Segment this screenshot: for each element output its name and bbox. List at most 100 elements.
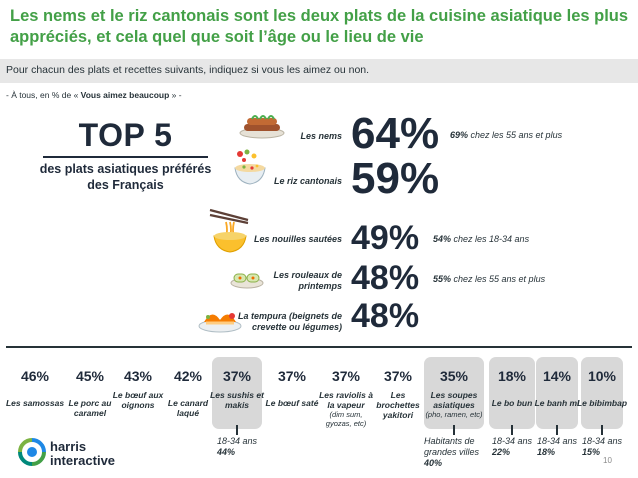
ranked-note-value: 54%	[433, 234, 452, 244]
ranked-label: Les nouilles sautées	[253, 234, 342, 244]
other-note: Habitants de grandes villes 40%	[424, 436, 490, 469]
other-note-line: 18-34 ans	[537, 436, 578, 446]
other-value: 45%	[75, 368, 105, 384]
ranked-note: 55% chez les 55 ans et plus	[433, 274, 545, 284]
other-note: 18-34 ans 15%	[582, 436, 634, 458]
other-note-line: Habitants de grandes villes	[424, 436, 480, 457]
note-tick	[511, 425, 513, 435]
logo-line1: harris	[50, 439, 87, 454]
other-label: Le bœuf saté	[262, 398, 322, 408]
filter-emphasis: Vous aimez beaucoup	[80, 90, 170, 100]
question-band: Pour chacun des plats et recettes suivan…	[0, 59, 638, 83]
other-label: Les soupes asiatiques (pho, ramen, etc)	[424, 390, 484, 419]
ranked-label: La tempura (beignets de crevette ou légu…	[237, 311, 342, 332]
headline: Les nems et le riz cantonais sont les de…	[10, 7, 629, 46]
other-note-value: 22%	[492, 447, 511, 457]
other-label: Le bœuf aux oignons	[108, 390, 168, 410]
spring-rolls-icon	[230, 273, 264, 289]
ranked-note: 69% chez les 55 ans et plus	[450, 130, 562, 140]
other-label-sub: (pho, ramen, etc)	[425, 410, 483, 419]
other-label-text: Le bœuf aux oignons	[112, 390, 164, 410]
top5-subtitle: des plats asiatiques préférés des França…	[39, 162, 212, 192]
other-note: 18-34 ans 18%	[537, 436, 589, 458]
filter-prefix: - À tous, en % de «	[6, 90, 81, 100]
logo-wordmark: harris interactive	[50, 440, 115, 468]
other-value: 37%	[222, 368, 252, 384]
rice-bowl-icon	[234, 149, 266, 185]
other-value: 43%	[123, 368, 153, 384]
other-value: 35%	[439, 368, 469, 384]
ranked-note-value: 55%	[433, 274, 452, 284]
ranked-label: Le riz cantonais	[273, 176, 342, 186]
ranked-label: Les nems	[300, 131, 342, 141]
other-value: 37%	[277, 368, 307, 384]
other-value: 37%	[331, 368, 361, 384]
harris-interactive-logo: harris interactive	[18, 438, 138, 470]
note-tick	[453, 425, 455, 435]
top5-block: TOP 5 des plats asiatiques préférés des …	[38, 117, 213, 193]
highlight-box	[212, 357, 262, 429]
other-note: 18-34 ans 22%	[492, 436, 544, 458]
other-label-text: Le porc au caramel	[68, 398, 112, 418]
other-value: 46%	[20, 368, 50, 384]
other-note-value: 44%	[217, 447, 236, 457]
ranked-note-text: chez les 55 ans et plus	[451, 274, 546, 284]
base-filter: - À tous, en % de « Vous aimez beaucoup …	[6, 90, 182, 100]
page-number: 10	[603, 456, 612, 465]
other-label-text: Les raviolis à la vapeur	[319, 390, 373, 410]
other-label: Le bibimbap	[572, 398, 632, 408]
other-value: 14%	[542, 368, 572, 384]
highlight-box	[424, 357, 484, 429]
other-label-text: Les samossas	[5, 398, 65, 408]
top5-rule	[43, 156, 208, 158]
ranked-note-text: chez les 55 ans et plus	[468, 130, 563, 140]
other-note-value: 15%	[582, 447, 601, 457]
ranked-label: Les rouleaux de printemps	[273, 270, 342, 291]
ranked-note: 54% chez les 18-34 ans	[433, 234, 529, 244]
note-tick	[556, 425, 558, 435]
other-note-line: 18-34 ans	[582, 436, 623, 446]
other-label: Les raviolis à la vapeur (dim sum, gyozas…	[316, 390, 376, 428]
other-value: 10%	[587, 368, 617, 384]
other-value: 37%	[383, 368, 413, 384]
other-label-text: Les brochettes yakitori	[376, 390, 420, 420]
other-label-text: Les soupes asiatiques	[430, 390, 478, 410]
ranked-value: 59%	[351, 153, 440, 203]
logo-line2: interactive	[50, 453, 116, 468]
other-label-text: Le bœuf saté	[265, 398, 319, 408]
spring-rolls-plate-icon	[239, 115, 285, 139]
other-label: Le banh mi	[527, 398, 587, 408]
other-label: Les sushis et makis	[207, 390, 267, 410]
other-note-value: 18%	[537, 447, 556, 457]
logo-mark-icon	[18, 438, 46, 466]
ranked-value: 49%	[351, 218, 420, 257]
other-label-text: Le bo bun	[491, 398, 533, 408]
other-note-line: 18-34 ans	[217, 436, 258, 446]
other-value: 18%	[497, 368, 527, 384]
other-label: Les samossas	[5, 398, 65, 408]
other-label: Les brochettes yakitori	[368, 390, 428, 420]
other-label-text: Les sushis et makis	[210, 390, 264, 410]
other-label-text: Le banh mi	[534, 398, 580, 408]
tempura-icon	[198, 313, 242, 333]
filter-suffix: » -	[169, 90, 182, 100]
other-label-text: Le bibimbap	[576, 398, 628, 408]
ranked-note-value: 69%	[450, 130, 469, 140]
other-label-text: Le canard laqué	[167, 398, 209, 418]
ranked-value: 48%	[351, 258, 420, 297]
other-value: 42%	[173, 368, 203, 384]
other-label: Le canard laqué	[158, 398, 218, 418]
highlight-box	[581, 357, 623, 429]
highlight-box	[536, 357, 578, 429]
divider-rule	[6, 346, 632, 348]
highlight-box	[489, 357, 535, 429]
other-note: 18-34 ans 44%	[217, 436, 269, 458]
other-label: Le porc au caramel	[60, 398, 120, 418]
note-tick	[236, 425, 238, 435]
other-note-line: 18-34 ans	[492, 436, 533, 446]
note-tick	[601, 425, 603, 435]
ranked-value: 64%	[351, 108, 440, 158]
other-label-sub: (dim sum, gyozas, etc)	[325, 410, 367, 428]
other-label: Le bo bun	[482, 398, 542, 408]
top5-title: TOP 5	[78, 117, 173, 153]
